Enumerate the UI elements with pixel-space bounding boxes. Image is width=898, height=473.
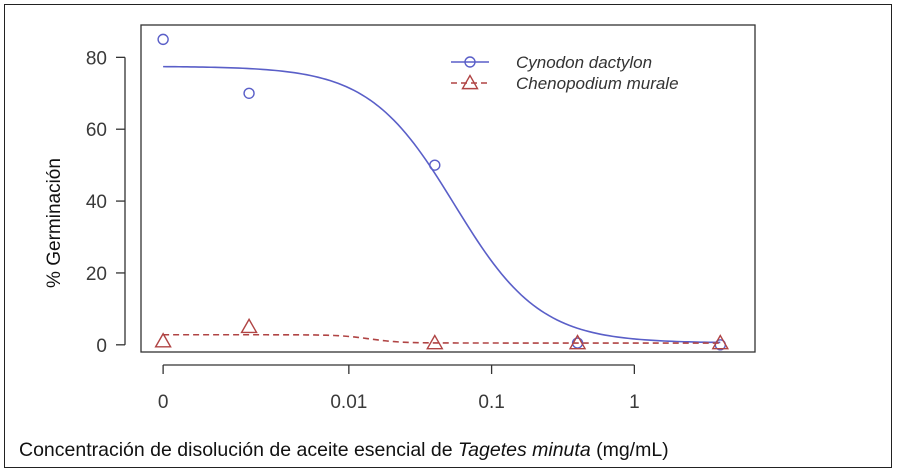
y-tick-label: 60: [86, 120, 107, 141]
series-2-point: [154, 332, 172, 348]
y-axis: 0 20 40 60 80: [86, 48, 126, 357]
legend-label: Chenopodium murale: [516, 74, 679, 93]
x-tick-label: 0.01: [330, 392, 367, 413]
series-2-point: [568, 334, 587, 350]
x-axis-title: Concentración de disolución de aceite es…: [19, 439, 669, 462]
legend-marker: [464, 56, 476, 68]
x-axis: 0 0.01 0.1 1: [158, 364, 640, 413]
x-tick-label: 1: [629, 392, 640, 413]
legend-label: Cynodon dactylon: [516, 53, 652, 72]
y-tick-label: 80: [86, 48, 107, 69]
x-axis-title-after: (mg/mL): [590, 439, 669, 461]
data-points: [154, 33, 730, 351]
series-2-fit-line: [163, 333, 721, 344]
x-tick-label: 0: [158, 392, 169, 413]
x-tick-label: 0.1: [478, 392, 504, 413]
series-1-point: [157, 33, 169, 46]
plot-area-border: [140, 24, 756, 353]
series-1-fit-line: [163, 65, 721, 344]
legend-marker: [461, 74, 479, 90]
y-tick-label: 20: [86, 264, 107, 285]
y-axis-title: % Germinación: [44, 158, 65, 288]
x-axis-title-before: Concentración de disolución de aceite es…: [19, 439, 459, 461]
x-axis-title-species: Tagetes minuta: [458, 439, 591, 461]
figure-frame: 0 0.01 0.1 1 0 20 40 60 80 % Germinación Cynodo…: [4, 4, 892, 468]
series-2-point: [426, 334, 444, 350]
legend: Cynodon dactylon Chenopodium murale: [451, 53, 679, 93]
fitted-curves: [163, 65, 721, 344]
y-tick-label: 40: [86, 192, 107, 213]
y-tick-label: 0: [96, 336, 107, 357]
series-1-point: [243, 87, 255, 99]
series-2-point: [240, 317, 258, 334]
series-1-point: [429, 159, 441, 171]
series-2-point: [711, 334, 730, 350]
germination-chart: 0 0.01 0.1 1 0 20 40 60 80 % Germinación Cynodo…: [44, 24, 756, 413]
